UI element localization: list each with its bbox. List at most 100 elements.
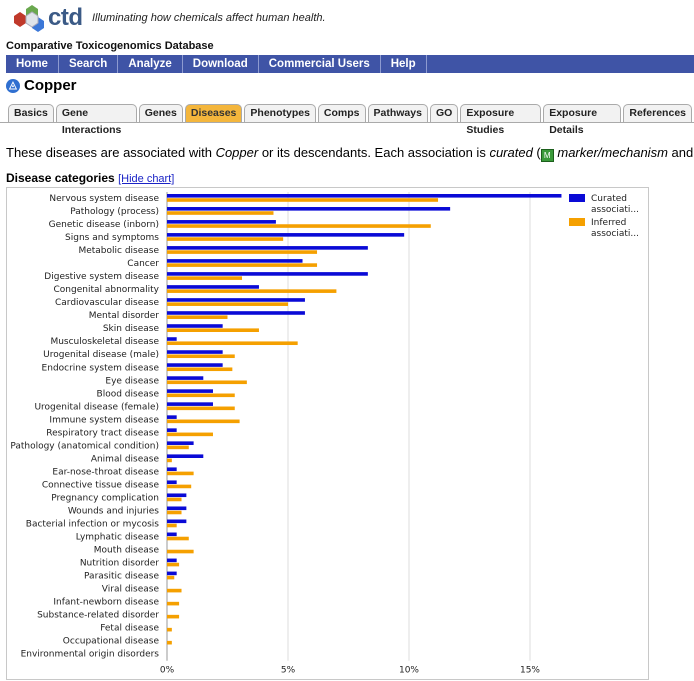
x-tick-label: 5% <box>281 666 296 676</box>
category-label: Fetal disease <box>100 624 159 634</box>
bar-curated <box>167 415 177 419</box>
category-label: Mental disorder <box>89 311 160 321</box>
bar-curated <box>167 324 223 328</box>
hide-chart-link[interactable]: [Hide chart] <box>118 173 175 185</box>
logo-hex-red <box>14 12 26 27</box>
category-label: Connective tissue disease <box>42 480 160 490</box>
bar-curated <box>167 571 177 576</box>
category-label: Urogenital disease (male) <box>43 350 159 360</box>
bar-inferred <box>167 549 194 554</box>
bar-curated <box>167 519 187 524</box>
ctd-logo[interactable] <box>6 2 86 38</box>
bar-inferred <box>167 393 235 398</box>
tab-exposure-details[interactable]: Exposure Details <box>543 104 622 136</box>
category-label: Viral disease <box>102 585 160 595</box>
tab-bar: Basics Gene Interactions Genes Diseases … <box>8 104 694 136</box>
bar-inferred <box>167 341 298 346</box>
tab-comps[interactable]: Comps <box>317 104 366 122</box>
tab-phenotypes[interactable]: Phenotypes <box>244 104 316 122</box>
intro-text: These diseases are associated with Coppe… <box>6 145 694 162</box>
disease-chart-box: 0% 5% 10% 15% Nervous system disease Patholog… <box>6 187 649 680</box>
tab-genes[interactable]: Genes <box>138 104 183 122</box>
bar-inferred <box>167 315 228 319</box>
bar-curated <box>167 272 368 276</box>
page-title: ◬ Copper <box>6 77 77 94</box>
marker-mechanism-icon: M <box>540 149 554 162</box>
bar-curated <box>167 506 187 511</box>
bar-inferred <box>167 419 240 424</box>
legend-swatch-inferred <box>569 218 585 226</box>
category-label: Genetic disease (inborn) <box>49 220 159 230</box>
bar-inferred <box>167 627 172 632</box>
x-tick-label: 0% <box>160 666 175 676</box>
logo-hex-white <box>25 11 39 28</box>
tab-basics[interactable]: Basics <box>8 104 54 122</box>
bar-curated <box>167 311 305 315</box>
intro-after: and, <box>667 145 694 160</box>
nav-download[interactable]: Download <box>183 55 259 73</box>
category-label: Cardiovascular disease <box>55 298 159 308</box>
nav-home[interactable]: Home <box>6 55 59 73</box>
intro-curated: curated <box>489 145 533 160</box>
legend-label-curated-line1: Curated <box>591 194 627 204</box>
nav-commercial-users[interactable]: Commercial Users <box>259 55 381 73</box>
bar-curated <box>167 337 177 341</box>
tab-pathways[interactable]: Pathways <box>367 104 428 122</box>
tab-gene-interactions[interactable]: Gene Interactions <box>55 104 137 136</box>
database-name: Comparative Toxicogenomics Database <box>6 40 214 52</box>
intro-chemical: Copper <box>215 145 259 160</box>
nav-help[interactable]: Help <box>381 55 427 73</box>
bar-curated <box>167 220 276 224</box>
bar-curated <box>167 558 177 563</box>
category-label: Nervous system disease <box>49 194 159 204</box>
bar-curated <box>167 480 177 485</box>
bar-inferred <box>167 367 233 372</box>
category-label: Nutrition disorder <box>80 559 159 569</box>
bar-curated <box>167 259 303 263</box>
tagline: Illuminating how chemicals affect human … <box>92 12 326 24</box>
bar-curated <box>167 207 451 211</box>
bar-inferred <box>167 471 194 476</box>
legend-label-inferred-line2: associati... <box>591 229 639 239</box>
intro-before: These diseases are associated with <box>6 145 216 160</box>
nav-search[interactable]: Search <box>59 55 119 73</box>
category-label: Wounds and injuries <box>68 506 159 516</box>
bar-curated <box>167 285 259 289</box>
logo-text[interactable]: ctd <box>48 4 83 31</box>
category-label: Pregnancy complication <box>51 493 159 503</box>
tab-underline <box>0 122 694 123</box>
bar-inferred <box>167 406 235 411</box>
nav-analyze[interactable]: Analyze <box>118 55 183 73</box>
tab-go[interactable]: GO <box>429 104 459 122</box>
bar-curated <box>167 389 213 393</box>
category-label: Pathology (process) <box>70 207 159 217</box>
bar-curated <box>167 363 223 367</box>
bar-inferred <box>167 536 189 541</box>
category-label: Environmental origin disorders <box>21 650 160 660</box>
bar-inferred <box>167 211 274 215</box>
tab-references[interactable]: References <box>623 104 692 122</box>
category-label: Signs and symptoms <box>65 233 159 243</box>
bar-inferred <box>167 354 235 359</box>
category-label: Blood disease <box>97 389 160 399</box>
category-label: Metabolic disease <box>78 246 159 256</box>
bar-curated <box>167 298 305 302</box>
category-label: Parasitic disease <box>84 572 159 582</box>
tab-exposure-studies[interactable]: Exposure Studies <box>460 104 542 136</box>
bar-inferred <box>167 263 318 267</box>
category-label: Skin disease <box>103 324 160 334</box>
category-label: Occupational disease <box>63 637 160 647</box>
category-label: Substance-related disorder <box>37 611 159 621</box>
category-label: Pathology (anatomical condition) <box>10 441 159 451</box>
bar-curated <box>167 493 187 498</box>
bar-inferred <box>167 380 247 385</box>
chemical-icon: ◬ <box>6 78 20 93</box>
bar-inferred <box>167 588 182 593</box>
bar-inferred <box>167 432 213 437</box>
category-label: Bacterial infection or mycosis <box>26 520 160 530</box>
bar-inferred <box>167 289 337 293</box>
category-label: Endocrine system disease <box>42 363 160 373</box>
x-tick-label: 15% <box>520 666 540 676</box>
category-label: Animal disease <box>91 454 160 464</box>
tab-diseases[interactable]: Diseases <box>184 104 243 122</box>
